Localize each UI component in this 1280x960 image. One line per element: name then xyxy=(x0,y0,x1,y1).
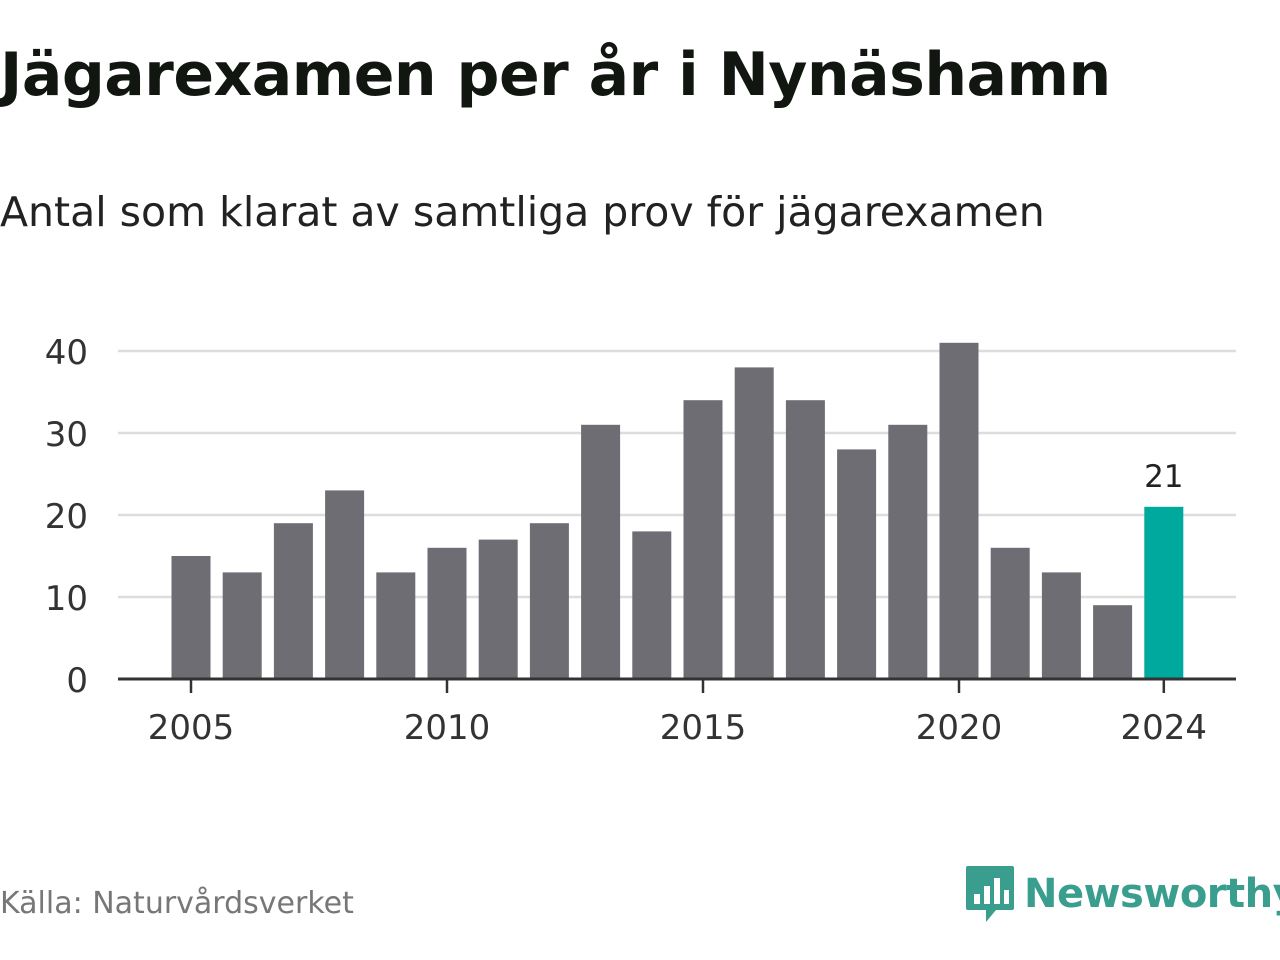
bar xyxy=(171,556,211,679)
newsworthy-logo-icon xyxy=(966,866,1014,922)
x-tick-label: 2005 xyxy=(148,708,235,748)
bar xyxy=(837,449,877,679)
bar-chart: 0 10 20 30 40 21 2005 2010 2015 2020 2024 xyxy=(45,333,1236,748)
x-tick-label: 2010 xyxy=(404,708,491,748)
chart-title: Jägarexamen per år i Nynäshamn xyxy=(0,40,1111,110)
bar xyxy=(683,400,723,679)
source-note: Källa: Naturvårdsverket xyxy=(0,886,354,921)
y-tick-label: 10 xyxy=(45,579,88,619)
bar xyxy=(478,539,518,679)
x-tick-label: 2020 xyxy=(916,708,1003,748)
x-tick-label: 2015 xyxy=(660,708,747,748)
bar xyxy=(529,523,569,679)
bar xyxy=(939,342,979,679)
brand-logo: Newsworthy xyxy=(964,864,1280,924)
bar xyxy=(222,572,262,679)
bar xyxy=(1093,605,1133,679)
bar xyxy=(1041,572,1081,679)
bar xyxy=(785,400,825,679)
bar xyxy=(888,424,928,679)
y-tick-label: 40 xyxy=(45,333,88,373)
bar xyxy=(1144,506,1184,679)
bar xyxy=(632,531,672,679)
x-tick-label: 2024 xyxy=(1121,708,1208,748)
bar xyxy=(376,572,416,679)
chart-subtitle: Antal som klarat av samtliga prov för jä… xyxy=(0,188,1045,236)
bar xyxy=(427,547,467,679)
y-tick-label: 30 xyxy=(45,415,88,455)
bar xyxy=(325,490,365,679)
data-label: 21 xyxy=(1144,459,1183,495)
bar xyxy=(734,367,774,679)
y-tick-label: 20 xyxy=(45,497,88,537)
brand-name: Newsworthy xyxy=(1024,871,1280,917)
bar xyxy=(273,523,313,679)
bar xyxy=(581,424,621,679)
bar xyxy=(990,547,1030,679)
y-tick-label: 0 xyxy=(66,661,88,701)
